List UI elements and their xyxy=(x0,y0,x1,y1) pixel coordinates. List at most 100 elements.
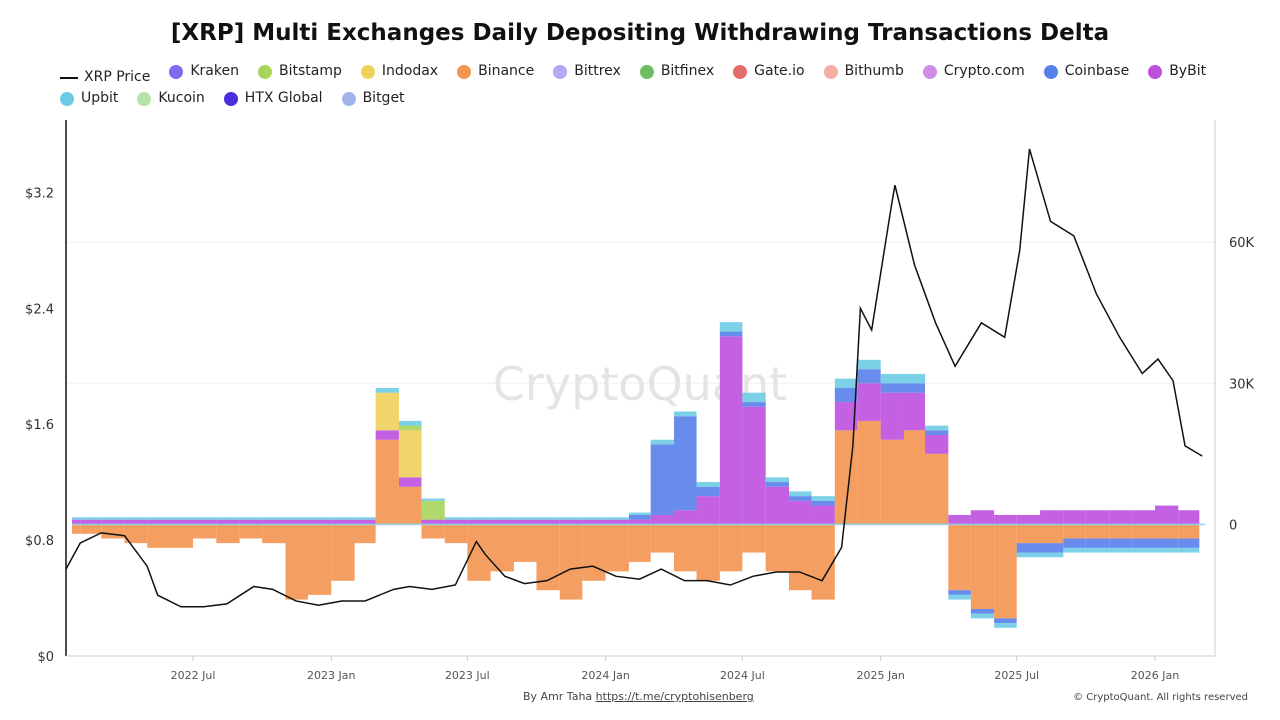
legend-item-crypto-com[interactable]: Crypto.com xyxy=(922,61,1025,82)
bar-indodax-2023-04 xyxy=(398,430,422,478)
legend-item-binance[interactable]: Binance xyxy=(457,61,534,82)
legend-label: Indodax xyxy=(381,63,439,79)
bar-bybit-2023-07 xyxy=(467,519,491,525)
bar-upbit-2024-10 xyxy=(811,496,835,501)
bar-upbit-2022-08 xyxy=(216,517,240,520)
legend-label: Crypto.com xyxy=(943,63,1025,79)
bar-binance-2022-12 xyxy=(307,524,332,595)
legend-item-xrp-price[interactable]: XRP Price xyxy=(60,67,150,88)
legend: XRP Price Kraken Bitstamp Indodax Binance Bit… xyxy=(60,61,1240,113)
bar-upbit-2022-03 xyxy=(101,517,125,520)
legend-item-upbit[interactable]: Upbit xyxy=(60,88,118,109)
left-axis-tick: $3.2 xyxy=(25,186,54,201)
bar-coinbase-2025-11 xyxy=(1109,538,1132,548)
legend-dot-icon xyxy=(137,91,152,106)
bar-bybit-2025-07 xyxy=(1016,514,1041,525)
bar-bybit-2026-02 xyxy=(1178,510,1200,525)
legend-dot-icon xyxy=(341,91,356,106)
bar-upbit-2023-02 xyxy=(354,517,376,520)
bar-upbit-2024-07 xyxy=(742,392,766,403)
bar-bybit-2022-08 xyxy=(216,519,240,525)
x-axis-tick: 2024 Jan xyxy=(581,669,629,682)
bar-binance-2024-02 xyxy=(628,524,651,562)
credit-link[interactable]: https://t.me/cryptohisenberg xyxy=(595,690,754,703)
bar-upbit-2022-01 xyxy=(72,517,81,520)
bar-bybit-2022-07 xyxy=(193,519,217,525)
bar-bybit-2025-03 xyxy=(925,435,949,454)
legend-item-htx-global[interactable]: HTX Global xyxy=(223,88,323,109)
bar-bybit-2023-10 xyxy=(536,519,560,525)
bar-binance-2023-04 xyxy=(398,486,422,525)
legend-dot-icon xyxy=(169,64,184,79)
bar-binance-2025-09 xyxy=(1063,524,1086,539)
bar-upbit-2024-03 xyxy=(650,439,674,445)
legend-item-bittrex[interactable]: Bittrex xyxy=(553,61,621,82)
chart-title: [XRP] Multi Exchanges Daily Depositing W… xyxy=(170,20,1110,46)
legend-item-gate-io[interactable]: Gate.io xyxy=(733,61,805,82)
bar-binance-2023-01 xyxy=(331,524,355,581)
legend-dot-icon xyxy=(823,64,838,79)
x-axis-tick: 2025 Jul xyxy=(994,669,1039,682)
bar-binance-2023-10 xyxy=(536,524,560,591)
bar-binance-2025-01 xyxy=(880,439,904,525)
bar-bybit-2024-06 xyxy=(719,336,743,525)
bar-upbit-2025-04 xyxy=(948,594,971,600)
bar-binance-2024-07 xyxy=(742,524,766,553)
legend-item-bitstamp[interactable]: Bitstamp xyxy=(258,61,342,82)
bar-coinbase-2025-07 xyxy=(1016,543,1041,553)
legend-item-bitfinex[interactable]: Bitfinex xyxy=(639,61,714,82)
bar-bybit-2025-04 xyxy=(948,514,971,525)
bar-bybit-2023-04 xyxy=(398,477,422,487)
legend-item-kraken[interactable]: Kraken xyxy=(169,61,239,82)
bar-coinbase-2025-09 xyxy=(1063,538,1086,548)
bar-bybit-2025-02 xyxy=(903,392,926,431)
legend-dot-icon xyxy=(1148,64,1163,79)
bar-binance-2023-08 xyxy=(490,524,514,572)
left-axis-tick: $0.8 xyxy=(25,534,54,549)
legend-label: XRP Price xyxy=(84,69,151,85)
bar-upbit-2024-11 xyxy=(834,378,858,388)
legend-dot-icon xyxy=(639,64,654,79)
bar-upbit-2025-09 xyxy=(1063,547,1086,553)
bar-upbit-2022-12 xyxy=(307,517,332,520)
legend-dot-icon xyxy=(60,91,74,106)
legend-item-kucoin[interactable]: Kucoin xyxy=(137,88,205,109)
left-axis-tick: $0 xyxy=(37,650,54,665)
legend-item-indodax[interactable]: Indodax xyxy=(360,61,439,82)
bar-bybit-2023-02 xyxy=(354,519,376,525)
bar-bybit-2023-06 xyxy=(444,519,468,525)
bar-bitstamp-2023-05 xyxy=(421,500,445,520)
bar-upbit-2025-01 xyxy=(880,373,904,384)
bar-bybit-2023-01 xyxy=(331,519,355,525)
legend-item-bithumb[interactable]: Bithumb xyxy=(823,61,904,82)
bar-upbit-2023-05 xyxy=(421,498,445,501)
bar-upbit-2025-02 xyxy=(903,373,926,384)
bar-binance-2022-02 xyxy=(80,524,102,534)
x-axis-tick: 2025 Jan xyxy=(856,669,904,682)
bar-bybit-2023-03 xyxy=(375,430,399,440)
x-axis-tick: 2024 Jul xyxy=(720,669,765,682)
bar-coinbase-2025-04 xyxy=(948,590,971,595)
bar-binance-2025-11 xyxy=(1109,524,1132,539)
legend-label: Upbit xyxy=(81,90,119,106)
bar-coinbase-2024-12 xyxy=(857,369,881,384)
right-axis-tick: 60K xyxy=(1229,236,1255,251)
legend-item-bybit[interactable]: ByBit xyxy=(1148,61,1206,82)
legend-item-bitget[interactable]: Bitget xyxy=(341,88,405,109)
bar-bybit-2022-09 xyxy=(239,519,263,525)
bar-upbit-2026-01 xyxy=(1155,547,1179,553)
legend-label: Gate.io xyxy=(754,63,805,79)
bar-binance-2025-03 xyxy=(925,453,949,525)
bar-bybit-2024-01 xyxy=(605,519,629,525)
bar-binance-2022-09 xyxy=(239,524,263,539)
bar-upbit-2025-12 xyxy=(1131,547,1155,553)
bar-bybit-2025-08 xyxy=(1040,510,1064,525)
legend-dot-icon xyxy=(1043,64,1058,79)
bar-binance-2022-08 xyxy=(216,524,240,544)
bar-coinbase-2024-02 xyxy=(628,514,651,520)
legend-label: Kucoin xyxy=(158,90,205,106)
bar-coinbase-2025-10 xyxy=(1085,538,1110,548)
legend-label: Bitget xyxy=(362,90,405,106)
legend-item-coinbase[interactable]: Coinbase xyxy=(1043,61,1129,82)
